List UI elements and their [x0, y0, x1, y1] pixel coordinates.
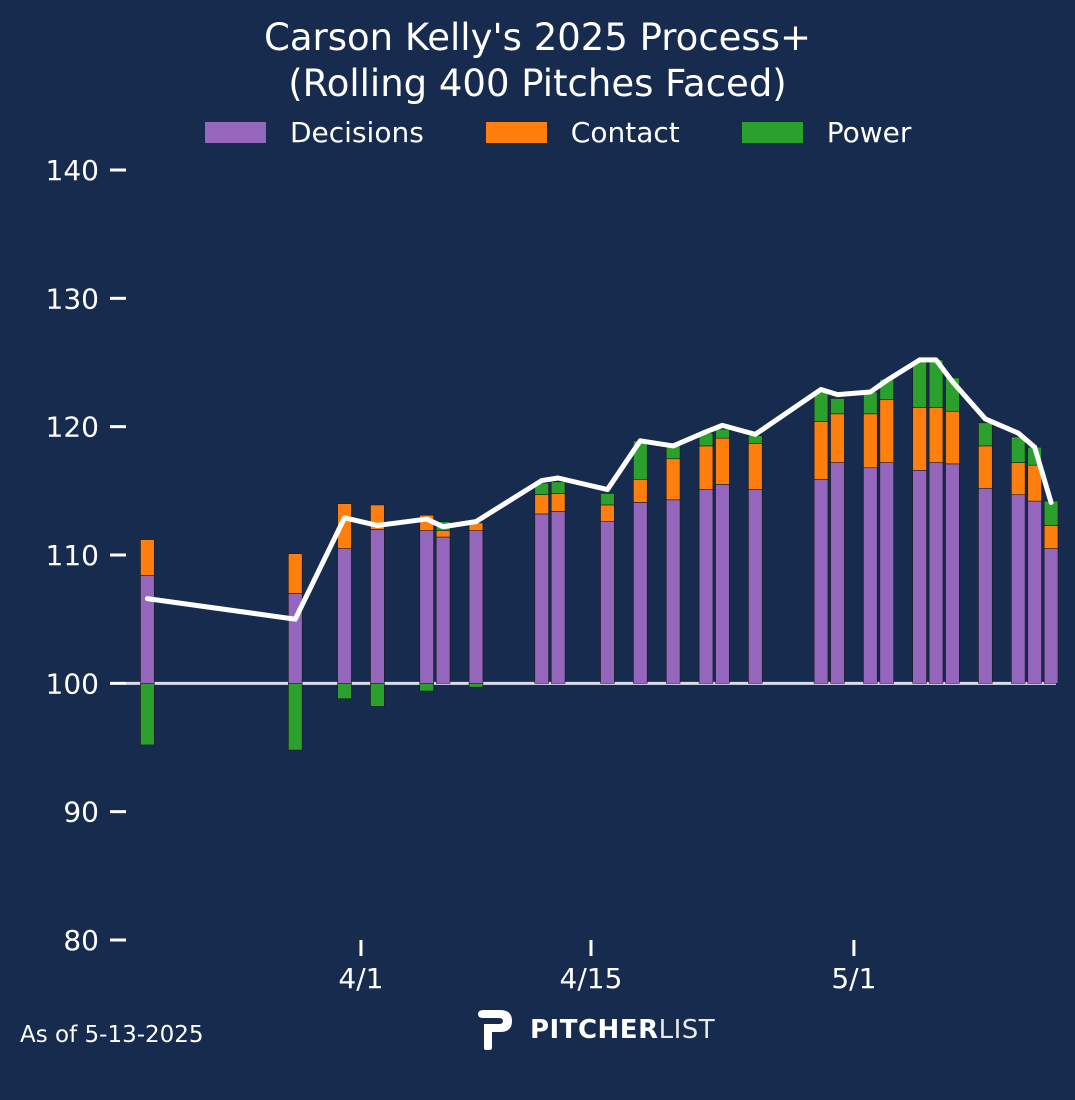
x-tick-label: 5/1: [831, 962, 876, 995]
legend-item-power: Power: [741, 116, 912, 149]
bar-segment-decisions: [1011, 494, 1026, 684]
bar-segment-power: [1011, 436, 1026, 463]
y-axis: 140 130 120 110 100 90 80: [46, 154, 126, 957]
bar-segment-power: [337, 683, 352, 700]
legend: Decisions Contact Power: [205, 116, 911, 149]
bar-segment-decisions: [945, 463, 960, 684]
bar-segment-decisions: [600, 521, 615, 684]
bar-segment-contact: [1011, 462, 1026, 495]
bar-segment-contact: [600, 504, 615, 522]
bar-segment-power: [468, 683, 484, 688]
bar-segment-decisions: [879, 462, 894, 684]
bar-segment-decisions: [928, 462, 944, 684]
bar-segment-contact: [813, 421, 829, 480]
bar-segment-decisions: [912, 469, 927, 684]
bar-segment-power: [140, 683, 155, 746]
bar-segment-decisions: [978, 487, 993, 684]
bar-segment-decisions: [337, 548, 352, 684]
bar-segment-contact: [435, 530, 451, 538]
pitcherlist-logo-icon: [478, 1010, 512, 1050]
x-tick-label: 4/1: [338, 962, 383, 995]
bar-segment-contact: [715, 437, 730, 485]
legend-label-contact: Contact: [570, 116, 680, 149]
bar-segment-contact: [863, 413, 878, 469]
bar-segment-contact: [928, 407, 944, 463]
bar-segment-decisions: [140, 575, 155, 684]
y-tick-label: 100: [46, 667, 99, 700]
bar-segment-decisions: [1027, 500, 1042, 684]
bar-segment-contact: [945, 410, 960, 465]
bar-segment-decisions: [419, 530, 434, 684]
bar-segment-power: [912, 360, 927, 408]
x-tick-label: 4/15: [560, 962, 623, 995]
bar-segment-contact: [912, 407, 927, 471]
chart-title: Carson Kelly's 2025 Process+: [264, 16, 811, 59]
bar-segment-contact: [748, 443, 763, 490]
bar-segment-power: [813, 391, 829, 422]
legend-swatch-contact: [485, 122, 547, 143]
bar-segment-power: [419, 683, 434, 692]
legend-swatch-decisions: [205, 122, 266, 143]
bar-segment-decisions: [1043, 548, 1059, 684]
bars-layer: [140, 359, 1059, 751]
bar-segment-contact: [534, 494, 549, 515]
legend-label-decisions: Decisions: [290, 116, 424, 149]
bar-segment-decisions: [748, 489, 763, 684]
bar-segment-power: [978, 422, 993, 447]
bar-segment-decisions: [534, 513, 549, 684]
bar-segment-contact: [698, 445, 714, 490]
process-plus-line: [144, 357, 1054, 622]
x-axis: 4/1 4/15 5/1: [338, 940, 876, 995]
bar-segment-contact: [665, 458, 681, 501]
bar-segment-decisions: [665, 499, 681, 684]
legend-swatch-power: [741, 122, 803, 143]
bar-segment-power: [830, 398, 845, 415]
y-tick-label: 130: [46, 282, 99, 315]
bar-segment-contact: [830, 413, 845, 463]
legend-label-power: Power: [826, 116, 912, 149]
as-of-date: As of 5-13-2025: [20, 1022, 204, 1048]
bar-segment-contact: [288, 553, 303, 594]
bar-segment-contact: [1043, 525, 1059, 549]
bar-segment-contact: [879, 399, 894, 463]
y-tick-label: 110: [46, 539, 99, 572]
legend-item-contact: Contact: [485, 116, 680, 149]
bar-segment-decisions: [468, 530, 484, 684]
bar-segment-decisions: [715, 484, 730, 684]
bar-segment-contact: [633, 478, 648, 503]
bar-segment-decisions: [633, 502, 648, 684]
bar-segment-power: [370, 683, 385, 707]
y-tick-label: 80: [63, 924, 99, 957]
bar-segment-decisions: [698, 489, 714, 684]
bar-segment-decisions: [370, 529, 385, 684]
bar-segment-power: [715, 428, 730, 439]
bar-segment-decisions: [863, 467, 878, 684]
bar-segment-contact: [550, 493, 566, 512]
y-tick-label: 120: [46, 411, 99, 444]
bar-segment-contact: [140, 539, 155, 576]
bar-segment-power: [863, 391, 878, 415]
bar-segment-power: [550, 481, 566, 494]
chart-subtitle: (Rolling 400 Pitches Faced): [288, 62, 787, 105]
pitcherlist-logo: PITCHERLIST: [474, 1008, 715, 1052]
bar-segment-decisions: [830, 462, 845, 684]
legend-item-decisions: Decisions: [205, 116, 424, 149]
bar-segment-decisions: [435, 536, 451, 684]
bar-segment-contact: [978, 445, 993, 489]
bar-segment-contact: [337, 503, 352, 549]
bar-segment-decisions: [550, 511, 566, 684]
bar-segment-power: [288, 683, 303, 751]
y-tick-label: 90: [63, 796, 99, 829]
y-tick-label: 140: [46, 154, 99, 187]
bar-segment-decisions: [813, 478, 829, 684]
bar-segment-power: [600, 493, 615, 506]
pitcherlist-wordmark: PITCHERLIST: [530, 1015, 716, 1045]
